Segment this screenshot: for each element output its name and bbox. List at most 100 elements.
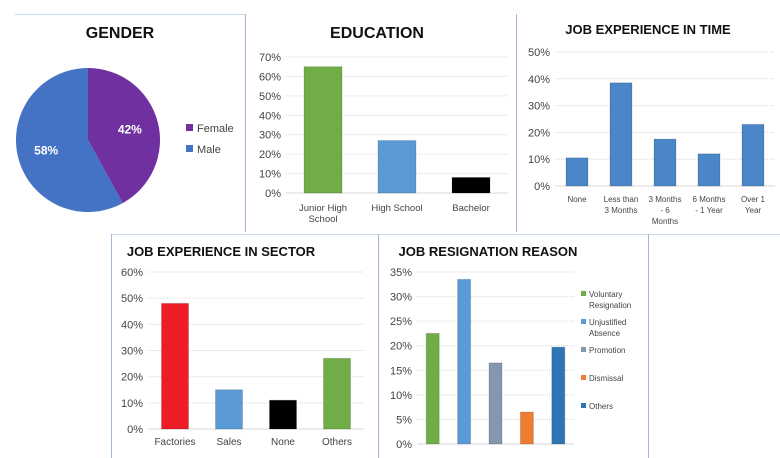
job-experience-time-chart: JOB EXPERIENCE IN TIME 0% 10% 20% 30% 40% 50% N… — [528, 22, 775, 226]
y-tick-label: 30% — [528, 101, 550, 113]
legend-swatch — [186, 145, 193, 152]
divider — [378, 234, 379, 458]
y-tick-label: 40% — [121, 319, 143, 331]
x-tick-label: Less than — [604, 195, 639, 204]
y-tick-label: 50% — [121, 293, 143, 305]
y-tick-label: 10% — [121, 398, 143, 410]
x-tick-label: Others — [322, 437, 352, 448]
bar-others — [323, 357, 351, 430]
x-tick-label: Junior High — [299, 203, 347, 214]
y-tick-label: 15% — [390, 365, 412, 377]
y-tick-label: 20% — [390, 341, 412, 353]
y-tick-label: 30% — [390, 292, 412, 304]
y-tick-label: 0% — [396, 439, 412, 451]
x-tick-label: 6 Months — [693, 195, 726, 204]
legend-label: Dismissal — [589, 374, 623, 383]
legend-label: Unjustified — [589, 318, 626, 327]
bar-less-than-3-months — [609, 82, 633, 187]
y-tick-label: 20% — [528, 127, 550, 139]
legend-label: Promotion — [589, 346, 625, 355]
x-tick-label: Months — [652, 217, 678, 226]
education-bar-chart: EDUCATION 0% 10% 20% 30% 40% 50% 60% 70% Junior H… — [259, 25, 508, 225]
legend-label: Resignation — [589, 301, 631, 310]
bar-6-months-1-year — [697, 153, 721, 187]
bar-none — [269, 399, 297, 430]
bar-factories — [161, 302, 189, 430]
x-tick-label: Over 1 — [741, 195, 766, 204]
y-tick-label: 0% — [127, 424, 143, 436]
job-resignation-chart: JOB RESIGNATION REASON 0% 5% 10% 15% 20% 25% 30… — [390, 244, 631, 451]
chart-title: GENDER — [86, 25, 155, 42]
divider — [111, 234, 112, 458]
x-tick-label: - 1 Year — [695, 206, 723, 215]
y-tick-label: 0% — [534, 181, 550, 193]
y-tick-label: 30% — [121, 346, 143, 358]
legend-label: Others — [589, 402, 613, 411]
bar-dismissal — [519, 411, 534, 445]
x-tick-label: School — [308, 214, 337, 225]
legend-swatch — [581, 291, 586, 296]
bar-over-1-year — [741, 123, 765, 187]
x-tick-label: 3 Months — [649, 195, 682, 204]
legend-label: Male — [197, 144, 221, 156]
bar-3-months-6-months — [653, 138, 677, 187]
divider — [245, 14, 246, 232]
y-tick-label: 35% — [390, 267, 412, 279]
gender-pie-chart: GENDER 42% Female 58% Male — [16, 25, 234, 212]
x-tick-label: - 6 — [660, 206, 670, 215]
chart-title: JOB RESIGNATION REASON — [399, 244, 578, 259]
pie-slice-male — [16, 68, 123, 212]
data-label: 42% — [118, 122, 142, 136]
bar-sales — [215, 389, 243, 430]
y-tick-label: 20% — [121, 372, 143, 384]
legend-label: Absence — [589, 329, 621, 338]
y-tick-label: 60% — [259, 71, 281, 83]
x-tick-label: High School — [371, 203, 422, 214]
x-tick-label: 3 Months — [605, 206, 638, 215]
bar-voluntary-resignation — [425, 332, 440, 445]
y-tick-label: 40% — [528, 74, 550, 86]
y-tick-label: 20% — [259, 149, 281, 161]
y-tick-label: 40% — [259, 110, 281, 122]
job-experience-sector-chart: JOB EXPERIENCE IN SECTOR 0% 10% 20% 30% 40% 50… — [121, 244, 364, 448]
bar-bachelor — [451, 176, 491, 194]
y-tick-label: 30% — [259, 130, 281, 142]
y-tick-label: 0% — [265, 188, 281, 200]
bar-junior-high-school — [303, 66, 343, 194]
bar-promotion — [488, 362, 503, 445]
bar-high-school — [377, 140, 417, 194]
chart-title: JOB EXPERIENCE IN SECTOR — [127, 244, 316, 259]
divider — [112, 234, 780, 235]
legend-swatch — [581, 403, 586, 408]
x-tick-label: Bachelor — [452, 203, 490, 214]
y-tick-label: 10% — [528, 154, 550, 166]
x-tick-label: None — [271, 437, 295, 448]
chart-title: JOB EXPERIENCE IN TIME — [565, 22, 731, 37]
x-tick-label: None — [567, 195, 587, 204]
y-tick-label: 10% — [259, 169, 281, 181]
legend-label: Voluntary — [589, 290, 622, 299]
legend-swatch — [581, 347, 586, 352]
x-tick-label: Year — [745, 206, 762, 215]
legend-swatch — [581, 319, 586, 324]
y-tick-label: 50% — [259, 91, 281, 103]
pie-slice-female — [88, 68, 161, 204]
y-tick-label: 5% — [396, 414, 412, 426]
y-tick-label: 60% — [121, 267, 143, 279]
legend-swatch — [581, 375, 586, 380]
x-tick-label: Sales — [216, 437, 241, 448]
divider — [516, 14, 517, 232]
y-tick-label: 10% — [390, 390, 412, 402]
divider — [15, 14, 245, 15]
y-tick-label: 70% — [259, 52, 281, 64]
legend-swatch — [186, 124, 193, 131]
y-tick-label: 25% — [390, 316, 412, 328]
bar-unjustified-absence — [457, 278, 472, 445]
chart-title: EDUCATION — [330, 25, 424, 42]
x-tick-label: Factories — [154, 437, 195, 448]
bar-others — [551, 346, 566, 445]
legend-label: Female — [197, 123, 234, 135]
data-label: 58% — [34, 144, 58, 158]
divider — [648, 234, 649, 458]
y-tick-label: 50% — [528, 47, 550, 59]
